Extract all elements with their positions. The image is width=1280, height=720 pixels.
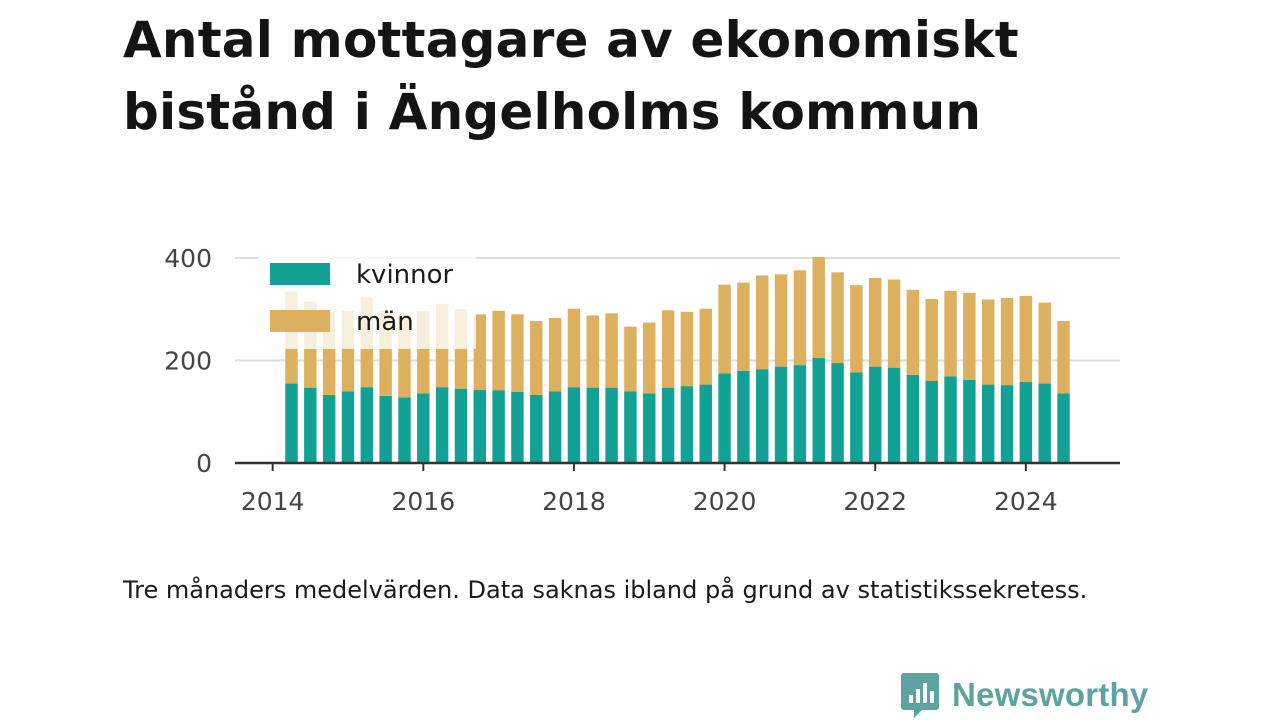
bar-kvinnor (963, 379, 976, 463)
bar-kvinnor (473, 389, 487, 463)
bar-man (473, 314, 487, 390)
bar-kvinnor (699, 384, 712, 463)
bar-kvinnor (774, 366, 788, 463)
bar-man (793, 270, 807, 366)
brand-logo: Newsworthy (900, 670, 1148, 720)
bar-man (680, 311, 694, 387)
bar-kvinnor (661, 387, 675, 463)
bar-kvinnor (417, 393, 430, 463)
x-tick-label: 2020 (693, 487, 757, 516)
bar-man (1038, 302, 1051, 384)
bar-kvinnor (530, 394, 543, 463)
bar-kvinnor (379, 395, 392, 463)
bar-kvinnor (831, 363, 844, 463)
bar-kvinnor (944, 376, 957, 463)
bar-man (868, 277, 882, 367)
bar-man (981, 299, 995, 385)
x-tick-label: 2024 (994, 487, 1058, 516)
bar-man (699, 308, 712, 385)
bar-man (1057, 321, 1070, 394)
bar-kvinnor (548, 391, 562, 463)
y-tick-label: 400 (164, 244, 212, 273)
bar-kvinnor (454, 388, 468, 463)
bar-kvinnor (868, 366, 882, 463)
brand-name: Newsworthy (952, 676, 1149, 713)
bar-man (756, 275, 769, 370)
chart-title: Antal mottagare av ekonomiskt bistånd i … (123, 11, 1019, 141)
y-tick-label: 0 (196, 449, 212, 478)
bar-man (831, 272, 844, 364)
x-tick-label: 2022 (843, 487, 907, 516)
legend-swatch (270, 263, 330, 285)
newsworthy-logo-icon (901, 673, 939, 718)
bar-man (850, 285, 863, 373)
bar-kvinnor (1038, 383, 1051, 463)
bar-kvinnor (850, 372, 863, 463)
bar-kvinnor (1019, 382, 1033, 463)
bar-man (1000, 297, 1014, 386)
bar-kvinnor (981, 384, 995, 463)
bar-kvinnor (906, 374, 920, 463)
bar-man (530, 321, 543, 395)
bar-man (1019, 295, 1033, 383)
bar-kvinnor (360, 387, 374, 463)
bar-man (548, 317, 562, 392)
bar-kvinnor (567, 387, 581, 463)
bar-kvinnor (398, 397, 411, 463)
bar-kvinnor (756, 369, 769, 463)
bar-kvinnor (285, 383, 298, 463)
bar-kvinnor (887, 367, 901, 463)
bar-man (586, 315, 599, 388)
bar-kvinnor (1000, 385, 1014, 463)
bar-kvinnor (322, 394, 336, 463)
bar-man (887, 279, 901, 368)
bar-man (963, 292, 976, 380)
bar-man (511, 314, 524, 392)
x-tick-label: 2014 (241, 487, 305, 516)
bar-kvinnor (586, 387, 599, 463)
bar-man (718, 284, 731, 374)
x-tick-label: 2018 (542, 487, 606, 516)
y-tick-label: 200 (164, 347, 212, 376)
bar-man (492, 310, 505, 391)
legend-label: kvinnor (356, 260, 454, 290)
bar-man (661, 310, 675, 388)
bar-man (643, 322, 656, 394)
legend-swatch (270, 310, 330, 332)
bar-man (944, 290, 957, 377)
bar-kvinnor (341, 391, 355, 463)
bar-kvinnor (1057, 393, 1070, 463)
bar-man (567, 308, 581, 388)
bar-man (624, 326, 637, 392)
bar-man (925, 299, 938, 381)
chart-footnote: Tre månaders medelvärden. Data saknas ib… (123, 576, 1088, 604)
bar-kvinnor (737, 370, 750, 463)
bar-kvinnor (793, 365, 807, 463)
bar-man (605, 313, 618, 388)
bar-kvinnor (624, 391, 637, 463)
bar-kvinnor (492, 390, 505, 463)
legend-label: män (356, 307, 414, 337)
bar-man (774, 274, 788, 367)
bar-kvinnor (643, 393, 656, 463)
bar-kvinnor (304, 387, 317, 463)
bar-kvinnor (435, 387, 449, 463)
bar-kvinnor (812, 357, 825, 463)
bar-kvinnor (680, 386, 694, 463)
bar-kvinnor (605, 387, 618, 463)
bar-kvinnor (925, 381, 938, 463)
bar-man (737, 282, 750, 371)
bar-chart: 0 200 400 2014 2016 2018 2020 2022 2024 kvinnor mä… (164, 244, 1120, 516)
bar-man (906, 289, 920, 375)
bar-kvinnor (718, 373, 731, 463)
x-tick-label: 2016 (391, 487, 455, 516)
bar-kvinnor (511, 391, 524, 463)
bar-man (812, 256, 825, 358)
